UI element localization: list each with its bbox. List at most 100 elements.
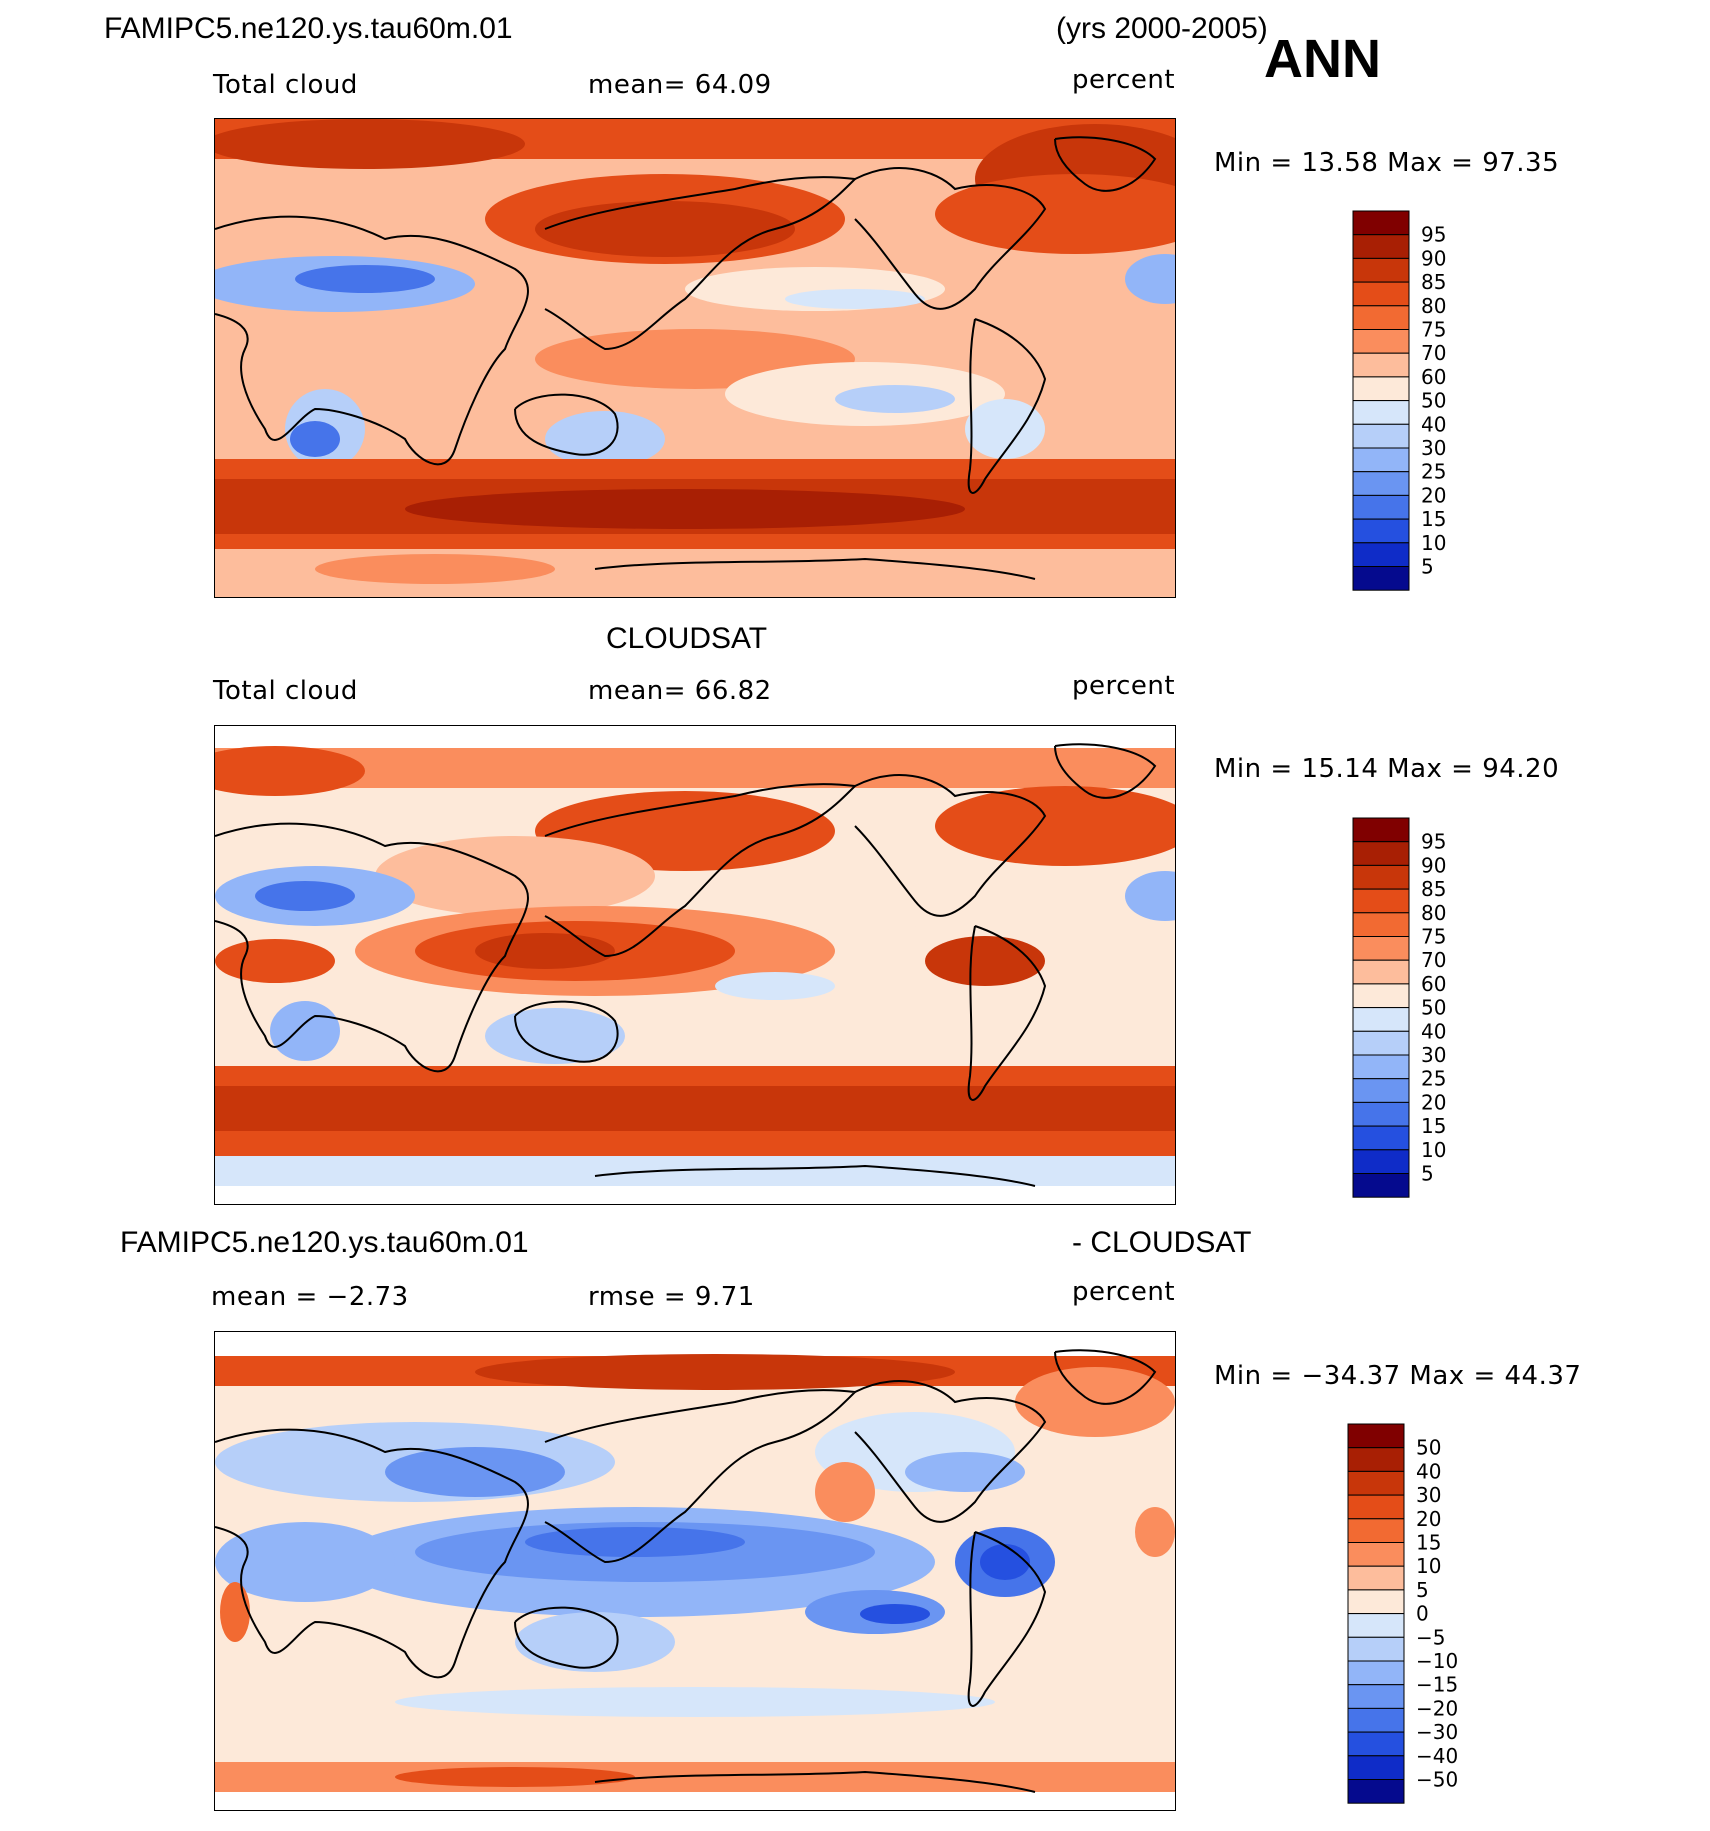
colorbar-label: 20 [1421, 1090, 1446, 1114]
colorbar-swatch [1352, 817, 1410, 843]
colorbar-swatch [1352, 841, 1410, 866]
colorbar-swatch [1347, 1636, 1405, 1662]
panel3-heading-left: FAMIPC5.ne120.ys.tau60m.01 [120, 1226, 529, 1259]
panel1-minmax: Min = 13.58 Max = 97.35 [1214, 148, 1560, 178]
colorbar-label: 10 [1421, 531, 1446, 555]
colorbar-swatch [1352, 400, 1410, 425]
colorbar-swatch [1347, 1755, 1405, 1780]
colorbar-label: 95 [1421, 223, 1446, 247]
panel2-variable: Total cloud [213, 676, 358, 706]
colorbar-swatch [1352, 352, 1410, 378]
colorbar-label: 15 [1421, 507, 1446, 531]
colorbar-swatch [1352, 1078, 1410, 1103]
colorbar-label: 30 [1416, 1483, 1441, 1507]
colorbar-label: 30 [1421, 1043, 1446, 1067]
colorbar-label: 20 [1416, 1507, 1441, 1531]
colorbar-label: 85 [1421, 270, 1446, 294]
years-label: (yrs 2000-2005) [1056, 12, 1268, 45]
season-label: ANN [1264, 29, 1381, 89]
colorbar-label: −50 [1416, 1768, 1458, 1792]
colorbar-swatch [1352, 210, 1410, 236]
colorbar-swatch [1352, 518, 1410, 544]
colorbar-swatch [1347, 1542, 1405, 1567]
colorbar-swatch [1347, 1707, 1405, 1733]
colorbar-label: 30 [1421, 436, 1446, 460]
colorbar-swatch [1352, 447, 1410, 473]
colorbar-swatch [1347, 1518, 1405, 1544]
panel3-heading-right: - CLOUDSAT [1072, 1226, 1252, 1259]
colorbar-swatch [1352, 912, 1410, 938]
colorbar-swatch [1352, 1125, 1410, 1151]
colorbar-swatch [1352, 1101, 1410, 1127]
case-title: FAMIPC5.ne120.ys.tau60m.01 [104, 12, 513, 45]
colorbar-label: 15 [1416, 1531, 1441, 1555]
colorbar-label: −30 [1416, 1720, 1458, 1744]
colorbar-swatch [1352, 1149, 1410, 1174]
colorbar-label: 90 [1421, 853, 1446, 877]
colorbar-label: −15 [1416, 1673, 1458, 1697]
colorbar-swatch [1347, 1494, 1405, 1520]
panel3-minmax: Min = −34.37 Max = 44.37 [1214, 1361, 1582, 1391]
colorbar-label: 5 [1421, 555, 1434, 579]
colorbar-label: 40 [1421, 1019, 1446, 1043]
panel1-colorbar: 95 90 85 80 75 70 60 50 40 30 25 20 15 10 5 [1352, 210, 1503, 591]
colorbar-swatch [1352, 329, 1410, 354]
colorbar-swatch [1347, 1589, 1405, 1615]
panel3-rmse: rmse = 9.71 [588, 1282, 755, 1312]
panel3-mean: mean = −2.73 [211, 1282, 409, 1312]
panel2-minmax: Min = 15.14 Max = 94.20 [1214, 754, 1560, 784]
colorbar-label: 0 [1416, 1602, 1429, 1626]
colorbar-swatch [1347, 1731, 1405, 1757]
colorbar-swatch [1352, 376, 1410, 402]
colorbar-label: 5 [1421, 1162, 1434, 1186]
colorbar-swatch [1352, 423, 1410, 449]
panel2-heading: CLOUDSAT [606, 622, 768, 655]
colorbar-label: 15 [1421, 1114, 1446, 1138]
panel2-colorbar: 95 90 85 80 75 70 60 50 40 30 25 20 15 10 5 [1352, 817, 1503, 1198]
colorbar-label: −5 [1416, 1625, 1445, 1649]
colorbar-swatch [1352, 281, 1410, 307]
colorbar-label: 70 [1421, 341, 1446, 365]
colorbar-swatch [1352, 566, 1410, 591]
colorbar-label: 90 [1421, 246, 1446, 270]
colorbar-swatch [1347, 1684, 1405, 1709]
colorbar-label: 80 [1421, 901, 1446, 925]
panel1-variable: Total cloud [213, 70, 358, 100]
colorbar-label: −10 [1416, 1649, 1458, 1673]
colorbar-swatch [1347, 1779, 1405, 1804]
colorbar-swatch [1352, 1054, 1410, 1080]
colorbar-swatch [1352, 983, 1410, 1009]
colorbar-swatch [1352, 257, 1410, 283]
colorbar-swatch [1352, 305, 1410, 331]
colorbar-swatch [1352, 1030, 1410, 1056]
colorbar-swatch [1352, 888, 1410, 914]
colorbar-swatch [1347, 1565, 1405, 1591]
colorbar-label: −20 [1416, 1696, 1458, 1720]
panel3-units: percent [1072, 1277, 1176, 1307]
colorbar-swatch [1352, 936, 1410, 961]
colorbar-label: −40 [1416, 1744, 1458, 1768]
colorbar-swatch [1352, 234, 1410, 259]
colorbar-label: 60 [1421, 365, 1446, 389]
panel2-units: percent [1072, 671, 1176, 701]
colorbar-label: 60 [1421, 972, 1446, 996]
colorbar-label: 80 [1421, 294, 1446, 318]
colorbar-label: 70 [1421, 948, 1446, 972]
colorbar-swatch [1347, 1423, 1405, 1449]
panel1-map [214, 118, 1176, 598]
panel3-colorbar: 50 40 30 20 15 10 5 0 −5 −10 −15 −20 −30 −40 −50 [1347, 1423, 1508, 1804]
colorbar-swatch [1347, 1613, 1405, 1638]
colorbar-label: 50 [1421, 389, 1446, 413]
colorbar-label: 40 [1416, 1459, 1441, 1483]
colorbar-swatch [1352, 1173, 1410, 1198]
colorbar-swatch [1352, 471, 1410, 496]
colorbar-label: 25 [1421, 460, 1446, 484]
colorbar-swatch [1352, 1007, 1410, 1032]
colorbar-label: 75 [1421, 318, 1446, 342]
colorbar-swatch [1352, 494, 1410, 520]
panel2-map [214, 725, 1176, 1205]
colorbar-label: 75 [1421, 925, 1446, 949]
colorbar-label: 25 [1421, 1067, 1446, 1091]
panel1-units: percent [1072, 65, 1176, 95]
colorbar-swatch [1347, 1660, 1405, 1686]
